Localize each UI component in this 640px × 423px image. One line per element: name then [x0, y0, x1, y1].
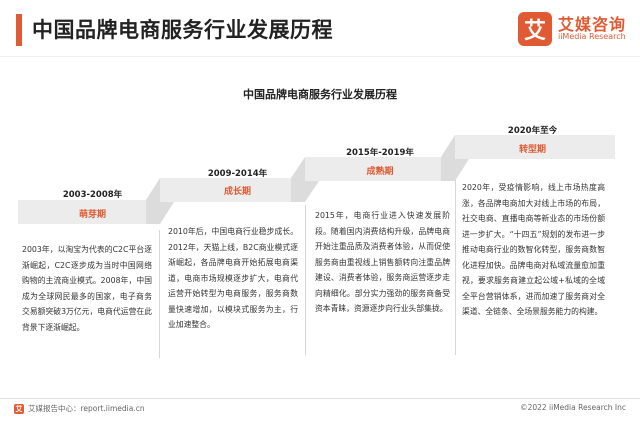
stage-name: 转型期	[518, 145, 546, 155]
stage-period: 2003-2008年	[62, 190, 123, 200]
footer-source-text: 艾媒报告中心：report.iimedia.cn	[28, 404, 145, 413]
stage-step-3	[305, 157, 455, 181]
diagram-title: 中国品牌电商服务行业发展历程	[243, 88, 397, 101]
stage-name: 成熟期	[366, 167, 394, 177]
logo-name-en: iiMedia Research	[557, 32, 626, 42]
footer-source: 艾 艾媒报告中心：report.iimedia.cn	[14, 403, 145, 414]
stage-period: 2015年-2019年	[346, 148, 414, 158]
stage-step-4	[455, 135, 615, 159]
footer-copyright: ©2022 iiMedia Research Inc	[520, 403, 626, 412]
stage-description: 2020年，受疫情影响，线上市场热度高涨，各品牌电商加大对线上市场的布局，社交电…	[462, 183, 605, 316]
logo-name-cn: 艾媒咨询	[557, 14, 626, 34]
stage-period: 2020年至今	[507, 126, 558, 136]
iimedia-small-logo-icon: 艾	[14, 403, 24, 414]
stage-step-2	[160, 178, 305, 202]
header-divider	[0, 56, 640, 57]
title-accent-bar	[16, 14, 22, 46]
page-title: 中国品牌电商服务行业发展历程	[32, 18, 333, 42]
footer-divider	[0, 398, 640, 399]
iimedia-logo: 艾 艾媒咨询 iiMedia Research	[517, 12, 626, 46]
stage-divider	[159, 230, 160, 358]
stage-step-1	[18, 200, 160, 224]
stage-description: 2015年，电商行业进入快速发展阶段。随着国内消费结构升级，品牌电商开始注重品质…	[315, 211, 450, 313]
stage-description: 2003年，以淘宝为代表的C2C平台逐渐崛起，C2C逐步成为当时中国网络购物的主…	[22, 245, 152, 332]
logo-mark-icon: 艾	[517, 12, 552, 46]
stage-description: 2010年后，中国电商行业稳步成长。2012年，天猫上线，B2C商业模式逐渐崛起…	[168, 227, 298, 329]
stage-name: 成长期	[223, 187, 251, 197]
stage-name: 萌芽期	[78, 210, 106, 220]
stage-divider	[455, 180, 456, 355]
stage-period: 2009-2014年	[207, 169, 268, 179]
stage-divider	[305, 205, 306, 355]
logo-text: 艾媒咨询 iiMedia Research	[558, 16, 626, 42]
